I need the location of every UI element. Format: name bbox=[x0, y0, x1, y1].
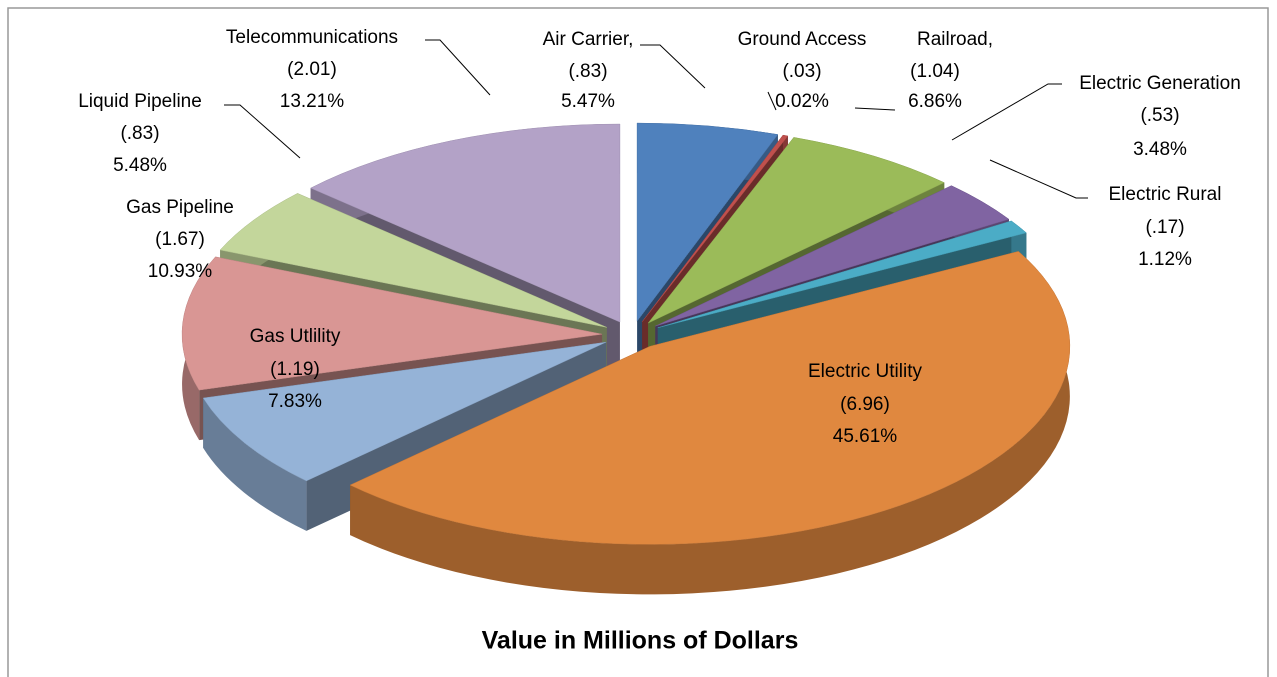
leader-line bbox=[989, 159, 1088, 199]
slice bbox=[349, 251, 1071, 545]
slice bbox=[642, 134, 789, 322]
slice bbox=[647, 137, 945, 324]
category-label: Ground Access bbox=[738, 29, 867, 50]
category-label: Gas Utlility bbox=[250, 326, 341, 347]
percent-label: 1.12% bbox=[1138, 249, 1192, 270]
category-label: Telecommunications bbox=[226, 27, 398, 48]
value-label: (.83) bbox=[120, 123, 159, 144]
value-label: (.53) bbox=[1140, 105, 1179, 126]
percent-label: 45.61% bbox=[833, 426, 898, 447]
category-label: Gas Pipeline bbox=[126, 197, 234, 218]
percent-label: 10.93% bbox=[148, 261, 213, 282]
chart-frame bbox=[7, 7, 1269, 677]
chart-title: Value in Millions of Dollars bbox=[482, 627, 799, 655]
value-label: (6.96) bbox=[840, 394, 890, 415]
value-label: (1.04) bbox=[910, 61, 960, 82]
slice bbox=[219, 193, 607, 328]
percent-label: 0.02% bbox=[775, 91, 829, 112]
percent-label: 13.21% bbox=[280, 91, 345, 112]
leader-line bbox=[767, 91, 777, 111]
percent-label: 5.47% bbox=[561, 91, 615, 112]
slice bbox=[657, 220, 1027, 329]
slice-tops bbox=[181, 122, 1071, 545]
value-label: (1.19) bbox=[270, 359, 320, 380]
slice bbox=[636, 122, 779, 322]
category-label: Liquid Pipeline bbox=[78, 91, 202, 112]
leader-line bbox=[425, 39, 491, 96]
leader-line bbox=[640, 44, 706, 89]
percent-label: 5.48% bbox=[113, 155, 167, 176]
category-label: Electric Utility bbox=[808, 361, 923, 382]
value-label: (.17) bbox=[1145, 217, 1184, 238]
value-label: (.03) bbox=[782, 61, 821, 82]
slice bbox=[655, 185, 1010, 327]
value-label: (1.67) bbox=[155, 229, 205, 250]
slice bbox=[310, 123, 621, 323]
percent-label: 3.48% bbox=[1133, 139, 1187, 160]
slice-rim bbox=[203, 398, 307, 531]
category-label: Air Carrier, bbox=[543, 29, 634, 50]
category-label: Electric Rural bbox=[1109, 184, 1222, 205]
value-label: (2.01) bbox=[287, 59, 337, 80]
data-labels: Air Carrier, (.83) 5.47% Ground Access (.03)… bbox=[78, 27, 1241, 447]
category-label: Electric Generation bbox=[1079, 73, 1241, 94]
slice bbox=[181, 256, 603, 391]
percent-label: 6.86% bbox=[908, 91, 962, 112]
leader-line bbox=[854, 107, 896, 111]
value-label: (.83) bbox=[568, 61, 607, 82]
slice bbox=[202, 341, 607, 482]
category-label: Railroad, bbox=[917, 29, 993, 50]
slice-rim bbox=[350, 251, 1070, 595]
leader-line bbox=[951, 83, 1062, 141]
leader-line bbox=[224, 104, 301, 159]
percent-label: 7.83% bbox=[268, 391, 322, 412]
